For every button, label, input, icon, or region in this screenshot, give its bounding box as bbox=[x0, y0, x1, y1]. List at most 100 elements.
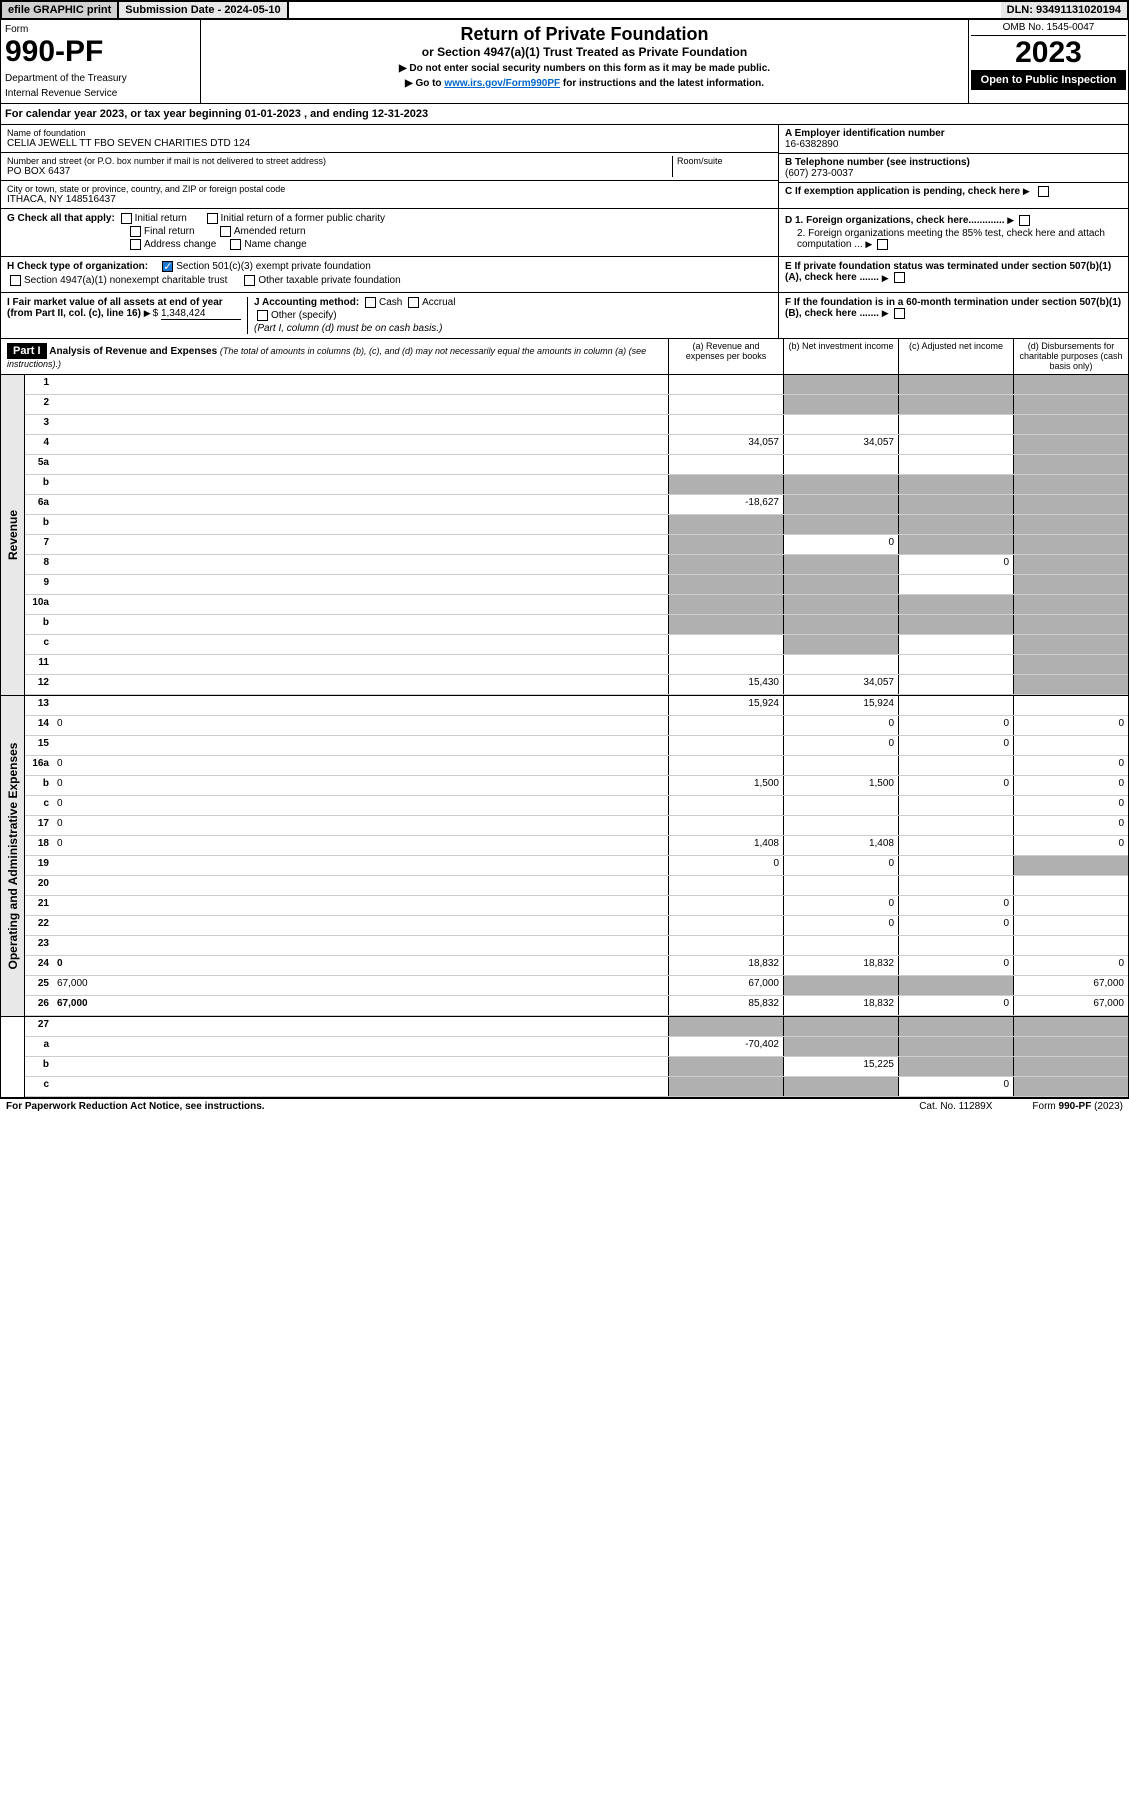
cell-d: 0 bbox=[1013, 836, 1128, 855]
row-number: 13 bbox=[25, 696, 53, 715]
row-desc bbox=[53, 415, 668, 434]
row-number: 10a bbox=[25, 595, 53, 614]
cell-a: 1,408 bbox=[668, 836, 783, 855]
cell-d bbox=[1013, 696, 1128, 715]
cell-a bbox=[668, 936, 783, 955]
table-row: 140000 bbox=[25, 716, 1128, 736]
foundation-name: CELIA JEWELL TT FBO SEVEN CHARITIES DTD … bbox=[7, 138, 772, 149]
cell-c bbox=[898, 936, 1013, 955]
g2-checkbox[interactable] bbox=[207, 213, 218, 224]
row-number: 9 bbox=[25, 575, 53, 594]
cell-a: 15,430 bbox=[668, 675, 783, 694]
checks-d-right: D 1. Foreign organizations, check here..… bbox=[778, 209, 1128, 256]
row-desc bbox=[53, 1077, 668, 1096]
cell-d bbox=[1013, 736, 1128, 755]
cell-c bbox=[898, 756, 1013, 775]
revenue-text: Revenue bbox=[6, 510, 20, 560]
cell-c bbox=[898, 876, 1013, 895]
room-label: Room/suite bbox=[677, 156, 772, 166]
g2-label: Initial return of a former public charit… bbox=[221, 213, 386, 224]
row-desc bbox=[53, 455, 668, 474]
j1-checkbox[interactable] bbox=[365, 297, 376, 308]
foundation-name-cell: Name of foundation CELIA JEWELL TT FBO S… bbox=[1, 125, 778, 153]
cell-d bbox=[1013, 615, 1128, 634]
g6-checkbox[interactable] bbox=[230, 239, 241, 250]
f-checkbox[interactable] bbox=[894, 308, 905, 319]
g1-label: Initial return bbox=[135, 213, 187, 224]
g4-checkbox[interactable] bbox=[220, 226, 231, 237]
f-label: F If the foundation is in a 60-month ter… bbox=[785, 297, 1121, 319]
ein-cell: A Employer identification number 16-6382… bbox=[779, 125, 1128, 154]
row-number: b bbox=[25, 776, 53, 795]
row-desc bbox=[53, 515, 668, 534]
j3-checkbox[interactable] bbox=[257, 310, 268, 321]
cell-c bbox=[898, 455, 1013, 474]
table-row: 2100 bbox=[25, 896, 1128, 916]
cell-a bbox=[668, 475, 783, 494]
header-right: OMB No. 1545-0047 2023 Open to Public In… bbox=[968, 20, 1128, 103]
cell-c bbox=[898, 1057, 1013, 1076]
h3-checkbox[interactable] bbox=[244, 275, 255, 286]
table-row: 11 bbox=[25, 655, 1128, 675]
cell-d bbox=[1013, 395, 1128, 414]
table-row: 23 bbox=[25, 936, 1128, 956]
g3-label: Final return bbox=[144, 226, 195, 237]
row-number: 8 bbox=[25, 555, 53, 574]
cell-a bbox=[668, 1017, 783, 1036]
cell-a bbox=[668, 916, 783, 935]
row-desc: 0 bbox=[53, 956, 668, 975]
row-desc bbox=[53, 1057, 668, 1076]
g5-checkbox[interactable] bbox=[130, 239, 141, 250]
row-desc: 67,000 bbox=[53, 996, 668, 1015]
table-row: 10a bbox=[25, 595, 1128, 615]
row-desc: 0 bbox=[53, 716, 668, 735]
cell-c bbox=[898, 696, 1013, 715]
d2-checkbox[interactable] bbox=[877, 239, 888, 250]
open-public: Open to Public Inspection bbox=[971, 70, 1126, 90]
cell-c: 0 bbox=[898, 776, 1013, 795]
table-row: 5a bbox=[25, 455, 1128, 475]
row-desc bbox=[53, 595, 668, 614]
row-desc bbox=[53, 936, 668, 955]
row-number: 12 bbox=[25, 675, 53, 694]
cell-d bbox=[1013, 575, 1128, 594]
cell-d: 0 bbox=[1013, 756, 1128, 775]
arrow-icon bbox=[882, 273, 891, 284]
g1-checkbox[interactable] bbox=[121, 213, 132, 224]
cell-c bbox=[898, 976, 1013, 995]
h2-checkbox[interactable] bbox=[10, 275, 21, 286]
table-row: 2667,00085,83218,832067,000 bbox=[25, 996, 1128, 1016]
cell-b: 18,832 bbox=[783, 956, 898, 975]
cell-b bbox=[783, 1077, 898, 1096]
cell-a: 1,500 bbox=[668, 776, 783, 795]
expenses-body: 1315,92415,924140000150016a00b01,5001,50… bbox=[25, 696, 1128, 1016]
cell-b bbox=[783, 816, 898, 835]
cell-c bbox=[898, 395, 1013, 414]
checks-h-row: H Check type of organization: Section 50… bbox=[0, 257, 1129, 292]
irs-link[interactable]: www.irs.gov/Form990PF bbox=[444, 78, 560, 89]
e-checkbox[interactable] bbox=[894, 272, 905, 283]
cell-b: 1,500 bbox=[783, 776, 898, 795]
cell-d bbox=[1013, 435, 1128, 454]
cell-b: 0 bbox=[783, 916, 898, 935]
cell-c bbox=[898, 415, 1013, 434]
cell-a bbox=[668, 896, 783, 915]
h1-checkbox[interactable] bbox=[162, 261, 173, 272]
g3-checkbox[interactable] bbox=[130, 226, 141, 237]
row-number: a bbox=[25, 1037, 53, 1056]
d1-checkbox[interactable] bbox=[1019, 215, 1030, 226]
table-row: 70 bbox=[25, 535, 1128, 555]
cell-b bbox=[783, 495, 898, 514]
row-number: 27 bbox=[25, 1017, 53, 1036]
table-row: 24018,83218,83200 bbox=[25, 956, 1128, 976]
cell-b: 34,057 bbox=[783, 435, 898, 454]
j2-checkbox[interactable] bbox=[408, 297, 419, 308]
table-row: a-70,402 bbox=[25, 1037, 1128, 1057]
table-row: 1315,92415,924 bbox=[25, 696, 1128, 716]
cell-d bbox=[1013, 475, 1128, 494]
table-row: 1500 bbox=[25, 736, 1128, 756]
table-row: 1801,4081,4080 bbox=[25, 836, 1128, 856]
c-checkbox[interactable] bbox=[1038, 186, 1049, 197]
table-row: 1700 bbox=[25, 816, 1128, 836]
cell-d bbox=[1013, 655, 1128, 674]
